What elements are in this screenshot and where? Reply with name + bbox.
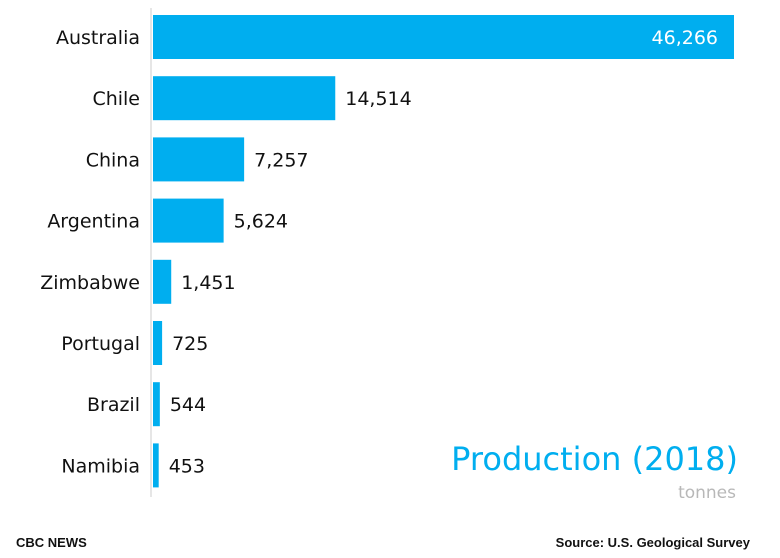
value-label-australia: 46,266 xyxy=(652,27,718,49)
chart-title: Production (2018) xyxy=(451,440,738,478)
bar-china xyxy=(153,137,245,182)
bar-namibia xyxy=(153,443,159,488)
bar-argentina xyxy=(153,198,224,243)
bar-portugal xyxy=(153,321,163,365)
category-label-china: China xyxy=(86,149,140,171)
category-label-portugal: Portugal xyxy=(61,333,140,355)
value-labels-group: 46,266 14,514 7,257 5,624 1,451 725 544 453 xyxy=(169,27,718,477)
value-label-zimbabwe: 1,451 xyxy=(181,272,235,294)
bar-chile xyxy=(153,76,336,121)
bar-brazil xyxy=(153,382,160,427)
value-label-china: 7,257 xyxy=(254,149,308,171)
category-label-chile: Chile xyxy=(92,88,140,110)
category-label-zimbabwe: Zimbabwe xyxy=(40,272,140,294)
category-label-argentina: Argentina xyxy=(47,211,140,233)
value-label-chile: 14,514 xyxy=(345,88,411,110)
category-label-australia: Australia xyxy=(56,27,140,49)
bar-australia xyxy=(153,15,734,59)
value-label-namibia: 453 xyxy=(169,455,205,477)
value-label-portugal: 725 xyxy=(172,333,208,355)
value-label-argentina: 5,624 xyxy=(234,211,288,233)
chart-subtitle: tonnes xyxy=(678,483,736,503)
category-label-namibia: Namibia xyxy=(61,455,140,477)
bar-zimbabwe xyxy=(153,259,172,304)
category-labels-group: Australia Chile China Argentina Zimbabwe Port… xyxy=(40,27,140,477)
brand-label: CBC NEWS xyxy=(16,535,87,550)
bars-group xyxy=(153,15,734,488)
value-label-brazil: 544 xyxy=(170,394,206,416)
source-label: Source: U.S. Geological Survey xyxy=(555,535,750,550)
category-label-brazil: Brazil xyxy=(87,394,140,416)
